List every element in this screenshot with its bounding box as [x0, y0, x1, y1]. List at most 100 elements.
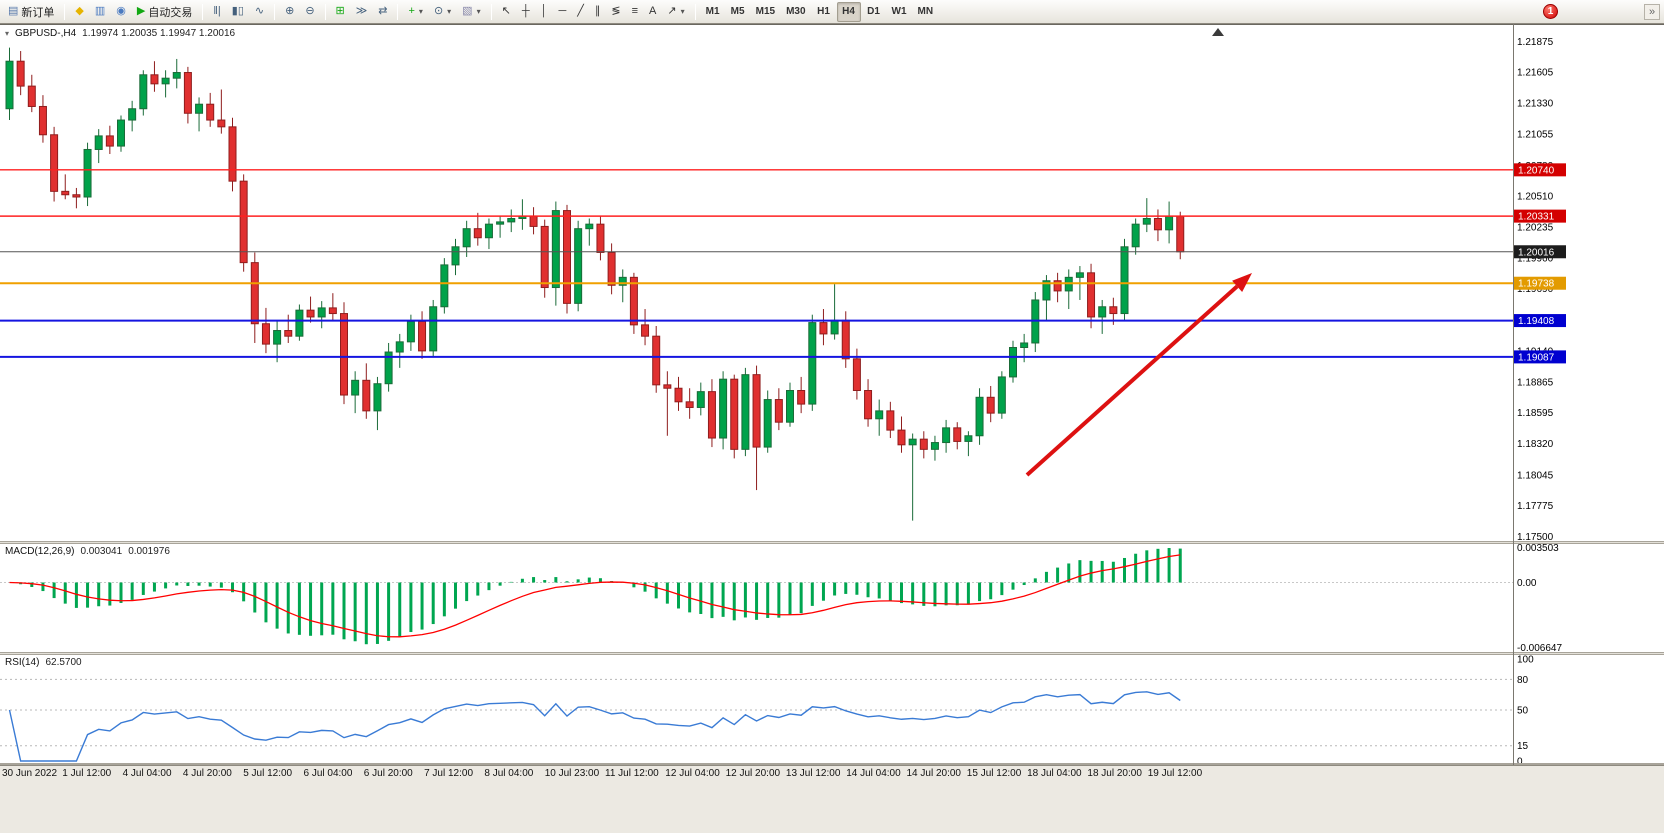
- time-axis-label: 1 Jul 12:00: [62, 768, 112, 779]
- rsi-axis: 100 80 50 15 0: [1517, 655, 1534, 768]
- time-axis-label: 10 Jul 23:00: [544, 768, 600, 779]
- market-watch-icon: ▥: [94, 5, 106, 17]
- market-watch-button[interactable]: ▥: [90, 2, 110, 22]
- timeframe-h1-button[interactable]: H1: [817, 6, 830, 17]
- panel-splitter[interactable]: [0, 541, 1664, 544]
- macd-header: MACD(12,26,9) 0.003041 0.001976: [5, 546, 170, 557]
- price-line-label: 1.19738: [1514, 276, 1566, 290]
- horizontal-line-icon: ─: [558, 5, 567, 17]
- macd-axis-label: 0.003503: [1517, 543, 1559, 554]
- vertical-line-icon: │: [540, 5, 548, 17]
- time-axis-label: 12 Jul 04:00: [665, 768, 720, 779]
- navigator-button[interactable]: ◉: [111, 2, 131, 22]
- cursor-icon: ↖: [501, 5, 511, 17]
- trendline-button[interactable]: ╱: [572, 2, 589, 22]
- candlestick-chart-button[interactable]: ▮▯: [227, 2, 249, 22]
- price-tick-label: 1.21330: [1517, 99, 1554, 110]
- dropdown-caret-icon: ▾: [447, 7, 452, 16]
- price-line-label: 1.20740: [1514, 163, 1566, 177]
- cursor-button[interactable]: ↖: [497, 2, 516, 22]
- toolbar-overflow-button[interactable]: »: [1644, 4, 1660, 20]
- autotrading-button[interactable]: ▶ 自动交易: [132, 2, 197, 22]
- line-chart-button[interactable]: ∿: [250, 2, 269, 22]
- periods-dropdown[interactable]: ⊙ ▾: [429, 2, 456, 22]
- indicators-icon: +: [408, 5, 415, 17]
- text-button[interactable]: A: [644, 2, 661, 22]
- time-axis-label: 14 Jul 04:00: [846, 768, 901, 779]
- bar-chart-icon: ‖|: [213, 5, 221, 17]
- macd-axis-label: 0.00: [1517, 578, 1537, 589]
- ohlc-values: 1.19974 1.20035 1.19947 1.20016: [82, 28, 236, 39]
- macd-histogram: [19, 548, 1182, 645]
- line-chart-icon: ∿: [254, 5, 265, 17]
- toolbar-separator: [490, 3, 492, 20]
- chart-window: 1.218751.216051.213301.210551.207801.205…: [0, 24, 1664, 833]
- time-axis-label: 18 Jul 20:00: [1087, 768, 1142, 779]
- trendline-icon: ╱: [577, 5, 584, 17]
- time-axis-label: 6 Jul 20:00: [363, 768, 413, 779]
- rsi-line: [8, 691, 1181, 762]
- chart-shift-marker[interactable]: [1212, 28, 1224, 36]
- timeframe-w1-button[interactable]: W1: [891, 6, 907, 17]
- crosshair-button[interactable]: ┼: [517, 2, 535, 22]
- price-tick-label: 1.21055: [1517, 130, 1554, 141]
- autotrading-button-label: 自动交易: [148, 6, 193, 19]
- tile-windows-icon: ⊞: [335, 5, 345, 17]
- toolbar-separator: [202, 3, 204, 20]
- timeframe-m1-button[interactable]: M1: [705, 6, 720, 17]
- fibonacci-icon: ≶: [611, 5, 621, 17]
- chart-canvas[interactable]: 1.218751.216051.213301.210551.207801.205…: [0, 24, 1664, 833]
- autotrading-icon: ▶: [136, 5, 146, 17]
- time-axis: 30 Jun 2022 1 Jul 12:00 4 Jul 04:00 4 Jul 2…: [0, 765, 1513, 783]
- dropdown-caret-icon: ▾: [476, 7, 481, 16]
- new-order-icon: ▤: [8, 5, 19, 17]
- timeframe-m5-button[interactable]: M5: [730, 6, 745, 17]
- timeframe-d1-button[interactable]: D1: [867, 6, 880, 17]
- vertical-line-button[interactable]: │: [536, 2, 553, 22]
- fibonacci-button[interactable]: ≶: [606, 2, 625, 22]
- price-tick-label: 1.18595: [1517, 408, 1554, 419]
- auto-scroll-button[interactable]: ≫: [351, 2, 373, 22]
- metaeditor-button[interactable]: ◆: [70, 2, 88, 22]
- toolbar-separator: [324, 3, 326, 20]
- main-toolbar: 1 » ▤ 新订单 ◆ ▥ ◉ ▶ 自动交易 ‖| ▮▯ ∿ ⊕ ⊖ ⊞ ≫ ⇄ + ▾ ⊙ ▾ ▧ ▾ ↖ ┼ │ ─ ╱ ∥ ≶ ≡…: [0, 0, 1664, 24]
- collapse-icon[interactable]: ▾: [5, 29, 10, 38]
- toolbar-separator: [694, 3, 696, 20]
- panel-splitter[interactable]: [0, 652, 1664, 655]
- chart-shift-icon: ⇄: [378, 5, 388, 17]
- time-axis-label: 30 Jun 2022: [2, 768, 58, 779]
- svg-text:1.19408: 1.19408: [1518, 316, 1555, 327]
- timeframe-m15-button[interactable]: M15: [755, 6, 776, 17]
- toolbar-separator: [397, 3, 399, 20]
- tile-windows-button[interactable]: ⊞: [331, 2, 350, 22]
- notification-badge[interactable]: 1: [1543, 4, 1558, 19]
- time-axis-label: 12 Jul 20:00: [725, 768, 781, 779]
- price-tick-label: 1.21875: [1517, 37, 1554, 48]
- timeframe-h4-button[interactable]: H4: [836, 1, 861, 22]
- zoom-out-button[interactable]: ⊖: [300, 2, 319, 22]
- text-icon: A: [649, 5, 657, 17]
- candles: [5, 47, 1185, 521]
- timeframe-mn-button[interactable]: MN: [917, 6, 934, 17]
- svg-text:1.20016: 1.20016: [1518, 247, 1555, 258]
- templates-dropdown[interactable]: ▧ ▾: [457, 2, 485, 22]
- price-tick-label: 1.20235: [1517, 222, 1554, 233]
- zoom-in-icon: ⊕: [285, 5, 295, 17]
- symbol-period-label: GBPUSD-,H4: [15, 28, 77, 39]
- trend-arrow[interactable]: [1025, 284, 1239, 477]
- channel-button[interactable]: ∥: [590, 2, 606, 22]
- new-order-button-label: 新订单: [21, 6, 55, 19]
- shapes-button[interactable]: ≡: [627, 2, 643, 22]
- chart-shift-button[interactable]: ⇄: [373, 2, 392, 22]
- horizontal-line-button[interactable]: ─: [553, 2, 571, 22]
- zoom-in-button[interactable]: ⊕: [280, 2, 299, 22]
- svg-text:1.19738: 1.19738: [1518, 279, 1555, 290]
- macd-title: MACD(12,26,9): [5, 546, 75, 557]
- bar-chart-button[interactable]: ‖|: [208, 2, 225, 22]
- indicators-button[interactable]: + ▾: [403, 2, 427, 22]
- arrows-dropdown[interactable]: ↗ ▾: [662, 2, 689, 22]
- svg-text:1.20740: 1.20740: [1518, 165, 1555, 176]
- timeframe-m30-button[interactable]: M30: [786, 6, 806, 17]
- price-tick-label: 1.19960: [1517, 254, 1554, 265]
- new-order-button[interactable]: ▤ 新订单: [3, 2, 59, 22]
